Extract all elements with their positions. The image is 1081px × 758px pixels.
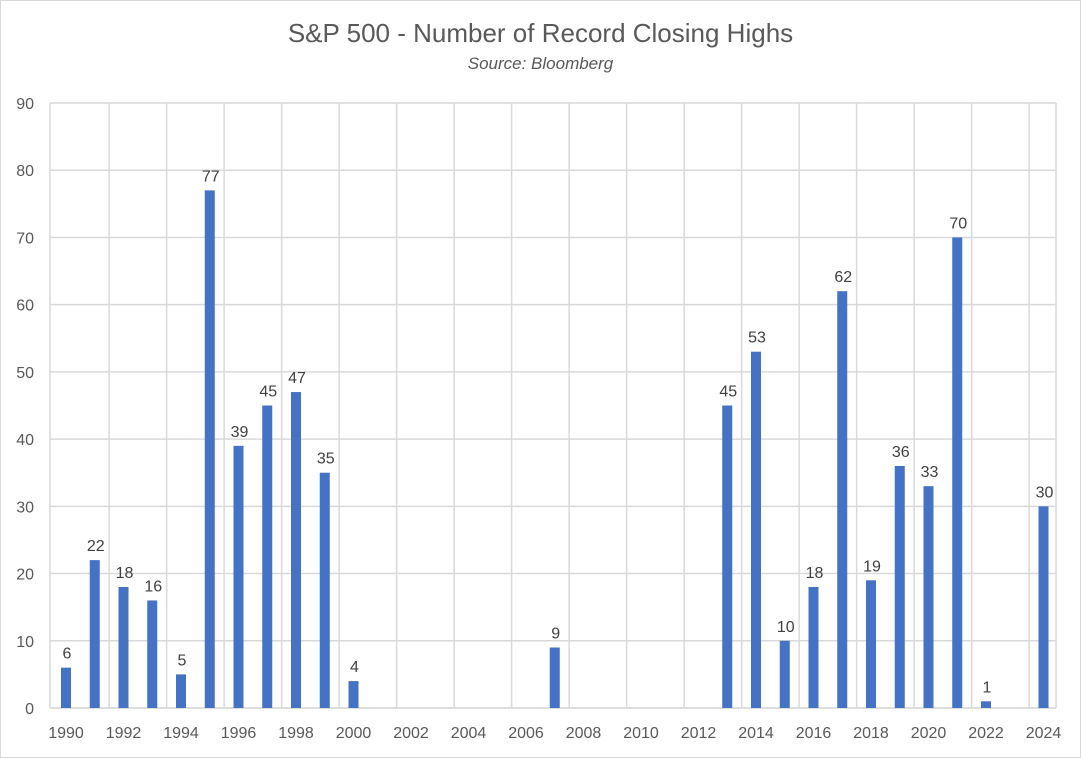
x-tick-label: 1994 <box>163 725 199 742</box>
x-tick-label: 1996 <box>221 725 257 742</box>
bar-1997 <box>262 405 273 708</box>
data-label-1991: 22 <box>87 538 105 555</box>
bar-2019 <box>894 466 905 708</box>
bar-1994 <box>176 674 186 708</box>
bar-2021 <box>952 237 963 708</box>
x-tick-label: 1998 <box>278 725 314 742</box>
data-label-2015: 10 <box>777 619 795 636</box>
data-label-1996: 39 <box>231 424 249 441</box>
y-tick-label: 60 <box>16 298 34 315</box>
data-label-1990: 6 <box>63 646 72 663</box>
y-tick-label: 80 <box>16 163 34 180</box>
x-tick-label: 2012 <box>681 725 717 742</box>
bar-1995 <box>204 190 215 708</box>
bar-1998 <box>291 392 301 708</box>
y-tick-label: 20 <box>16 567 34 584</box>
data-label-1999: 35 <box>317 451 335 468</box>
chart-subtitle: Source: Bloomberg <box>467 54 614 73</box>
data-label-2022: 1 <box>983 679 992 696</box>
bars <box>61 190 1049 708</box>
data-label-2016: 18 <box>806 565 824 582</box>
x-tick-label: 1992 <box>106 725 142 742</box>
x-tick-label: 2000 <box>336 725 372 742</box>
data-label-2018: 19 <box>863 558 881 575</box>
bar-1991 <box>89 560 100 708</box>
data-label-1998: 47 <box>288 370 306 387</box>
x-tick-label: 1990 <box>48 725 84 742</box>
chart-title: S&P 500 - Number of Record Closing Highs <box>287 18 794 48</box>
data-label-2021: 70 <box>949 215 967 232</box>
data-labels: 6 22 18 16 5 77 39 45 47 35 4 9 45 53 10 18 62 19 36 33 70 1 3… <box>63 168 1054 696</box>
grid-lines <box>49 102 1057 709</box>
x-tick-label: 2002 <box>393 725 429 742</box>
x-tick-label: 2022 <box>968 725 1004 742</box>
x-tick-label: 2014 <box>738 725 774 742</box>
bar-2000 <box>348 681 359 708</box>
x-tick-label: 2008 <box>566 725 602 742</box>
y-tick-label: 70 <box>16 230 34 247</box>
x-tick-label: 2016 <box>796 725 832 742</box>
bar-2013 <box>722 405 733 708</box>
data-label-2014: 53 <box>748 330 766 347</box>
data-label-1995: 77 <box>202 168 220 185</box>
data-label-2000: 4 <box>350 659 359 676</box>
y-tick-label: 0 <box>25 701 34 718</box>
data-label-1993: 16 <box>144 578 162 595</box>
bar-2024 <box>1038 506 1049 708</box>
x-tick-label: 2004 <box>451 725 487 742</box>
bar-2017 <box>837 291 848 708</box>
data-label-1997: 45 <box>259 384 277 401</box>
data-label-1994: 5 <box>178 652 187 669</box>
x-tick-label: 2006 <box>508 725 544 742</box>
y-tick-label: 50 <box>16 365 34 382</box>
bar-2007 <box>549 647 560 708</box>
data-label-2019: 36 <box>892 444 910 461</box>
x-axis-ticks: 1990 1992 1994 1996 1998 2000 2002 2004 2006 2008… <box>48 725 1061 742</box>
data-label-2020: 33 <box>921 464 939 481</box>
y-axis-ticks: 0 10 20 30 40 50 60 70 80 90 <box>16 96 34 718</box>
data-label-2007: 9 <box>551 626 560 643</box>
bar-1990 <box>61 667 71 708</box>
x-tick-label: 2020 <box>911 725 947 742</box>
data-label-2024: 30 <box>1036 484 1054 501</box>
x-tick-label: 2010 <box>623 725 659 742</box>
x-tick-label: 2024 <box>1026 725 1062 742</box>
data-label-2017: 62 <box>834 269 852 286</box>
bar-1992 <box>118 587 129 708</box>
bar-2018 <box>866 580 876 708</box>
bar-2020 <box>923 486 934 708</box>
bar-2014 <box>751 351 761 708</box>
y-tick-label: 30 <box>16 499 34 516</box>
bar-1996 <box>233 445 244 708</box>
data-label-1992: 18 <box>116 565 134 582</box>
bar-2015 <box>779 640 790 708</box>
bar-1993 <box>147 600 158 708</box>
bar-2022 <box>981 701 991 708</box>
x-tick-label: 2018 <box>853 725 889 742</box>
y-tick-label: 90 <box>16 96 34 113</box>
bar-2016 <box>808 587 819 708</box>
data-label-2013: 45 <box>719 384 737 401</box>
y-tick-label: 10 <box>16 634 34 651</box>
y-tick-label: 40 <box>16 432 34 449</box>
bar-1999 <box>319 472 330 708</box>
